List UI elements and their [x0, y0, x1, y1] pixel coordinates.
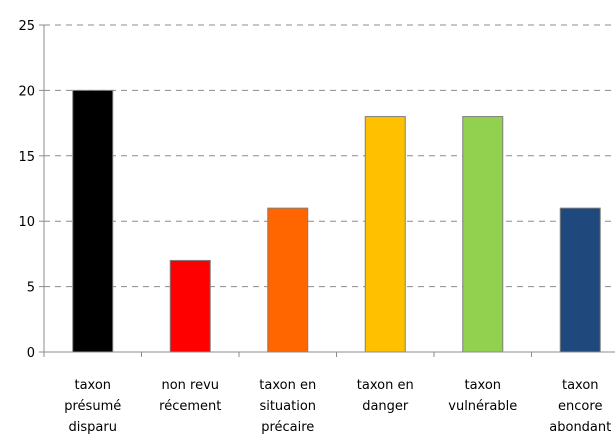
y-tick-label: 5	[27, 281, 35, 296]
y-axis: 0 5 10 15 20 25	[18, 19, 45, 361]
x-tick-label-line: danger	[362, 399, 409, 414]
x-tick-label: taxon en situation précaire	[259, 378, 316, 435]
x-axis: taxon présumé disparu non revu récement taxon…	[43, 351, 615, 435]
x-tick-label-line: non revu	[161, 378, 219, 393]
x-tick-label-line: taxon	[562, 378, 599, 393]
bar	[169, 259, 211, 353]
bar	[462, 116, 504, 353]
x-tick-label: taxon en danger	[357, 378, 414, 414]
y-tick-label: 15	[18, 150, 35, 165]
x-tick-label: non revu récement	[159, 378, 221, 414]
x-tick-label-line: abondant	[549, 420, 611, 435]
y-tick-label: 25	[18, 19, 35, 34]
x-tick-label-line: récement	[159, 399, 221, 414]
x-tick-label-line: disparu	[69, 420, 117, 435]
bar	[559, 207, 601, 353]
bar	[267, 207, 309, 353]
x-tick-label-line: présumé	[64, 399, 121, 414]
x-tick-label: taxon encore abondant	[549, 378, 611, 435]
x-tick-label: taxon présumé disparu	[64, 378, 121, 435]
x-tick-label-line: taxon en	[357, 378, 414, 393]
y-tick-label: 0	[27, 346, 35, 361]
y-tick-label: 20	[18, 84, 35, 99]
bar	[364, 116, 406, 353]
y-tick-label: 10	[18, 215, 35, 230]
bars	[72, 89, 601, 353]
bar	[72, 89, 114, 353]
x-tick-label-line: taxon	[74, 378, 111, 393]
x-tick-label-line: vulnérable	[448, 399, 517, 414]
x-tick-label-line: précaire	[261, 420, 314, 435]
x-tick-label-line: situation	[259, 399, 316, 414]
gridlines	[44, 24, 615, 288]
x-tick-label-line: taxon	[464, 378, 501, 393]
x-tick-label: taxon vulnérable	[448, 378, 517, 414]
x-tick-label-line: taxon en	[259, 378, 316, 393]
x-tick-label-line: encore	[558, 399, 602, 414]
